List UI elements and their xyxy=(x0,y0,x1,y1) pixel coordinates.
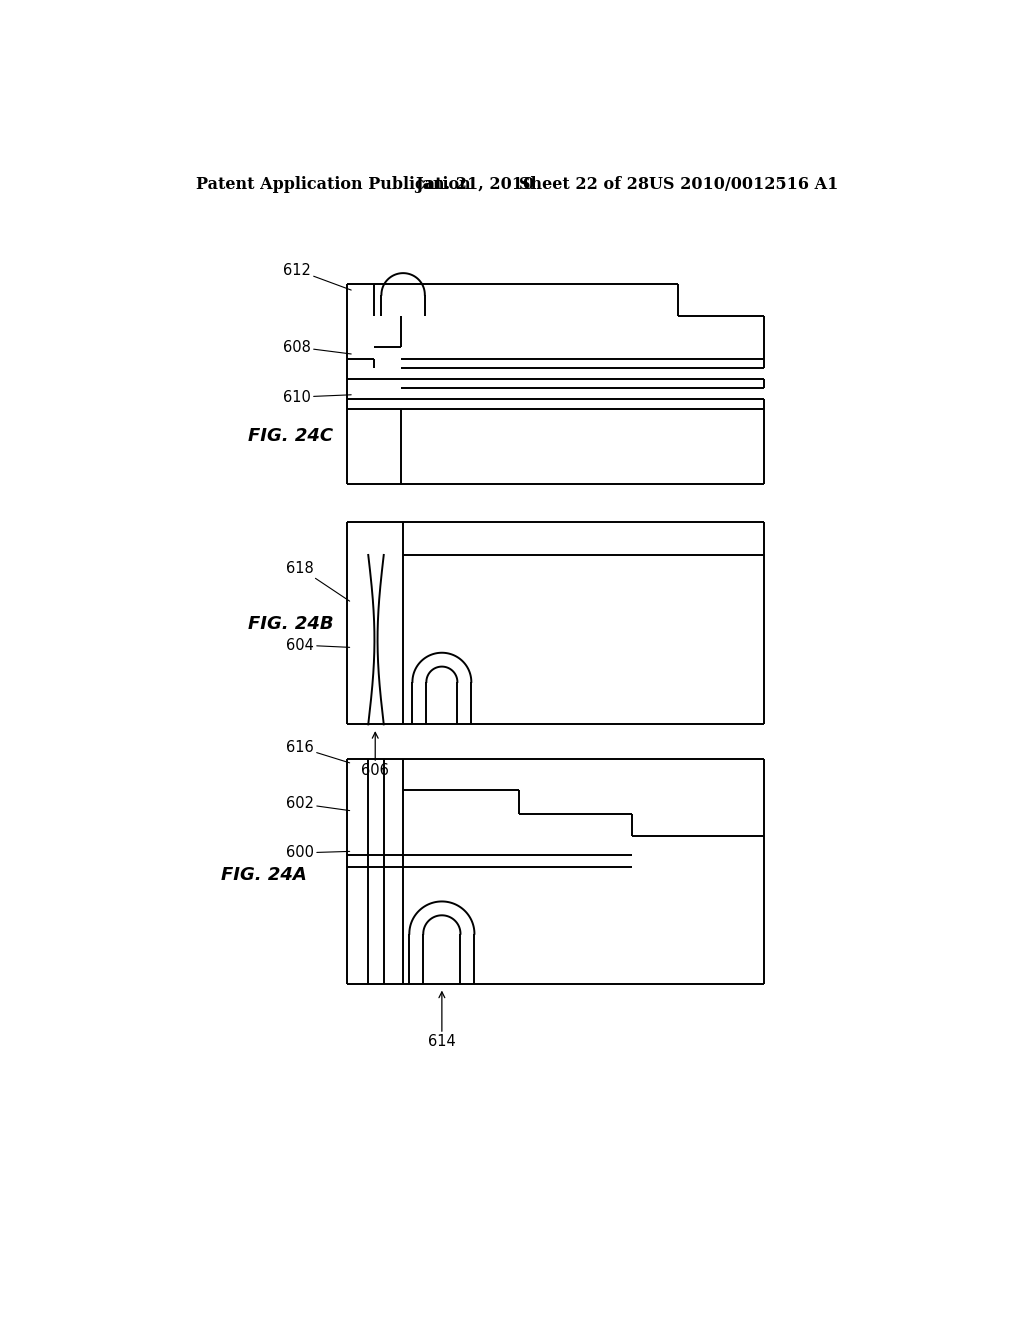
Text: FIG. 24A: FIG. 24A xyxy=(221,866,307,883)
Text: 606: 606 xyxy=(361,733,389,777)
Text: 600: 600 xyxy=(286,845,349,861)
Text: US 2010/0012516 A1: US 2010/0012516 A1 xyxy=(649,176,839,193)
Text: 618: 618 xyxy=(286,561,349,601)
Text: FIG. 24C: FIG. 24C xyxy=(248,426,333,445)
Text: 602: 602 xyxy=(286,796,349,812)
Text: Patent Application Publication: Patent Application Publication xyxy=(197,176,471,193)
Text: 610: 610 xyxy=(283,389,351,405)
Text: 614: 614 xyxy=(428,991,456,1049)
Text: 604: 604 xyxy=(286,638,349,652)
Text: 612: 612 xyxy=(283,263,351,290)
Text: Jan. 21, 2010: Jan. 21, 2010 xyxy=(415,176,534,193)
Text: 616: 616 xyxy=(286,741,349,763)
Text: 608: 608 xyxy=(283,339,351,355)
Text: FIG. 24B: FIG. 24B xyxy=(248,615,334,634)
Text: Sheet 22 of 28: Sheet 22 of 28 xyxy=(519,176,649,193)
